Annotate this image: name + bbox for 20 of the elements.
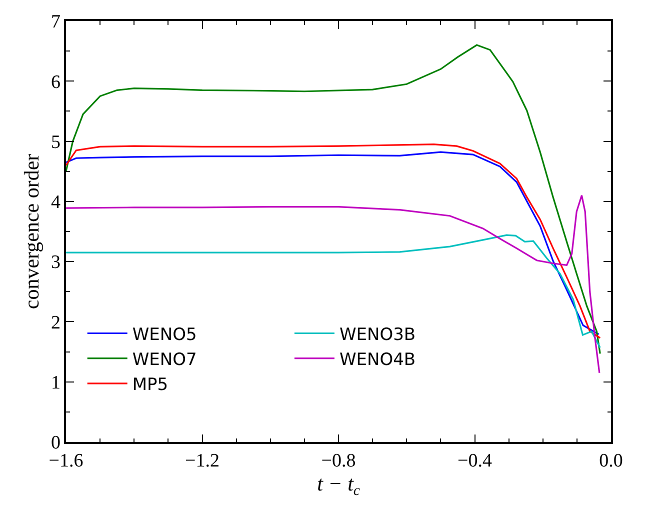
x-tick-label: 0.0 xyxy=(599,450,623,472)
legend-label: WENO3B xyxy=(339,324,416,345)
legend-label: MP5 xyxy=(132,375,168,396)
y-tick-label: 3 xyxy=(50,252,60,274)
y-tick-label: 5 xyxy=(50,132,60,153)
y-tick-label: 1 xyxy=(50,372,60,394)
y-tick-label: 7 xyxy=(50,12,60,33)
y-tick-label: 4 xyxy=(50,192,61,214)
x-tick-label: −1.2 xyxy=(185,450,220,472)
line-series xyxy=(66,194,600,374)
x-tick-label: −0.8 xyxy=(321,450,356,472)
x-axis-title: t − t$_{c}$ xyxy=(317,472,360,499)
line-series xyxy=(66,234,601,348)
legend-label: WENO7 xyxy=(132,350,197,370)
y-tick-label: 2 xyxy=(50,312,60,334)
x-tick-label: −0.4 xyxy=(458,450,492,472)
y-axis-title: convergence order xyxy=(20,154,44,310)
legend-label: WENO5 xyxy=(132,324,197,345)
y-tick-label: 6 xyxy=(50,72,60,93)
legend-label: WENO4B xyxy=(339,350,416,370)
